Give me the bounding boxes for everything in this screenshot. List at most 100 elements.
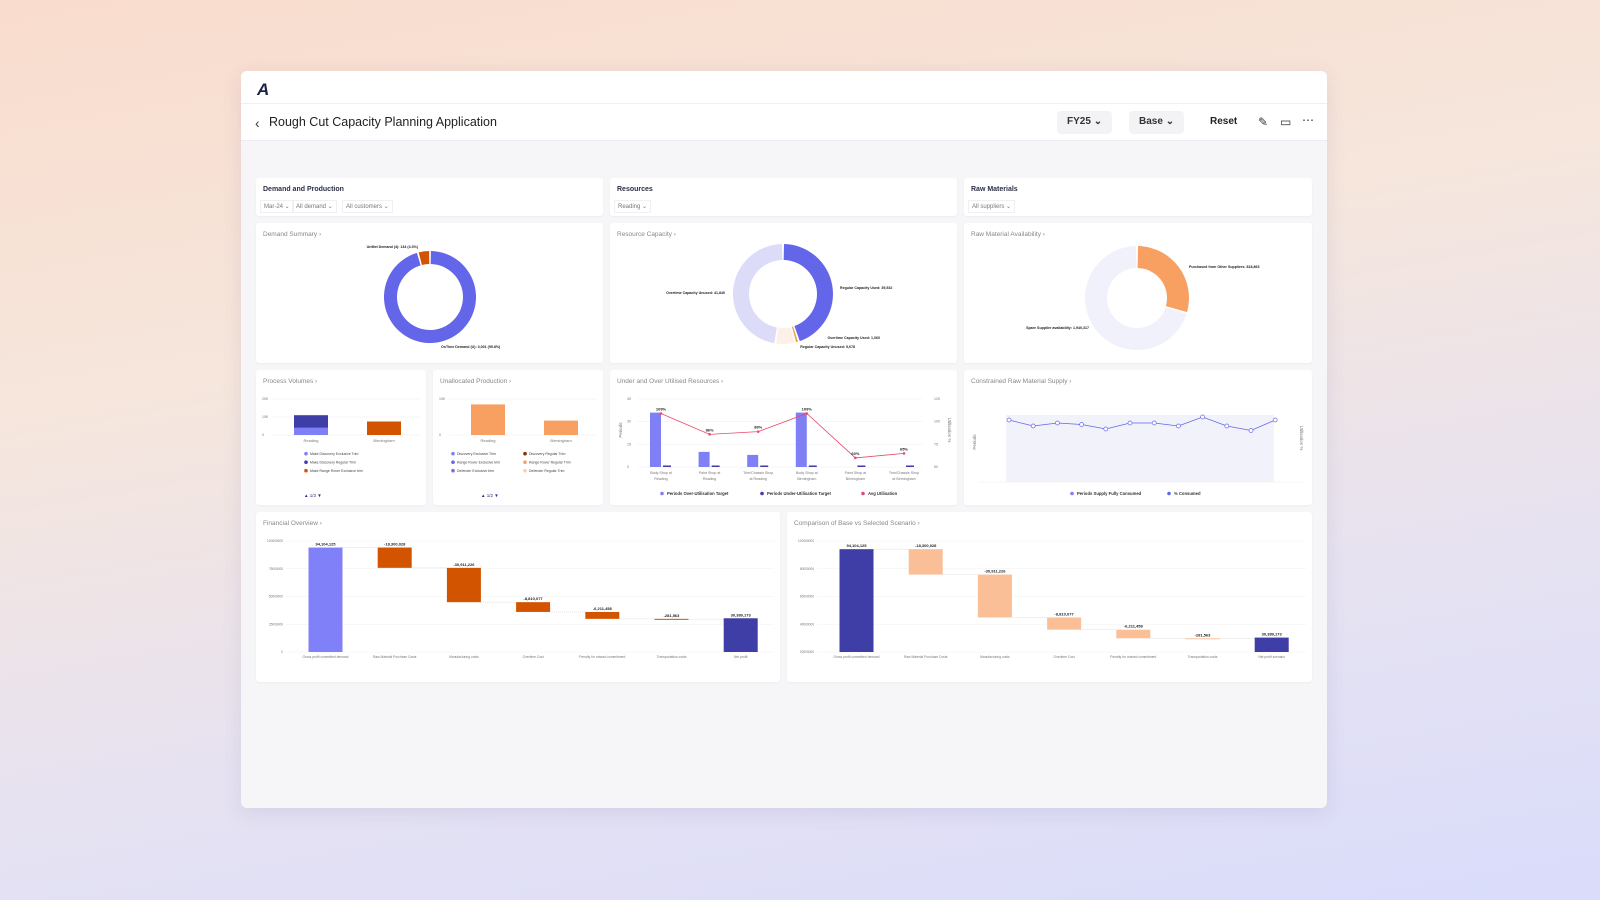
legend-marker xyxy=(1070,491,1074,496)
cmp-chart: 20000000 40000000 60000000 80000000 10000000… xyxy=(798,539,1306,659)
edit-pencil-icon[interactable]: ✎ xyxy=(1258,115,1269,129)
filter-card: Demand and Production Mar-24 ⌄ All demand … xyxy=(256,178,603,216)
fin-chart-card: Financial Overview › 0 25000000 50000000 750… xyxy=(256,512,780,682)
x-tick-label: Gross profit committed demand xyxy=(834,655,880,659)
supply-chart-card: Constrained Raw Material Supply › Periods… xyxy=(964,370,1312,505)
data-label: 86% xyxy=(706,427,714,432)
data-label: 89% xyxy=(754,425,762,430)
legend-marker xyxy=(304,451,308,456)
data-label: 109% xyxy=(656,407,667,412)
legend-pager[interactable]: ▲ 1/3 ▼ xyxy=(304,493,322,498)
filter-dropdown[interactable]: Mar-24 ⌄ xyxy=(260,200,294,213)
data-label: -6,211,458 xyxy=(1124,624,1144,629)
raw-chart-title[interactable]: Raw Material Availability › xyxy=(971,231,1045,238)
fiscal-year-dropdown[interactable]: FY25 ⌄ xyxy=(1057,111,1113,134)
x-tick-label: Manufacturing costs xyxy=(980,655,1010,659)
filter-dropdown[interactable]: All demand ⌄ xyxy=(292,200,337,213)
process-chart-card: Process Volumes › 0 10K 20K Reading Birmingha… xyxy=(256,370,426,505)
y-tick-label: 0 xyxy=(439,433,441,437)
line-point xyxy=(1224,423,1230,429)
x-tick-label: Birmingham xyxy=(373,438,395,443)
filter-dropdown[interactable]: All customers ⌄ xyxy=(342,200,393,213)
y-tick-label: 30 xyxy=(627,420,631,424)
slice-label: Overtime Capacity Used: 1,060 xyxy=(827,336,880,340)
line-point xyxy=(1248,428,1254,433)
y2-axis-label: Utilisation % xyxy=(947,418,952,443)
data-label: -8,810,077 xyxy=(524,596,544,601)
util-chart: 0 50 15 75 30 100 45 125 Periods Utilisation % 109… xyxy=(618,397,952,496)
donut-slice xyxy=(776,327,795,344)
legend-label: Make Discovery Regular Trim xyxy=(310,461,356,465)
raw-chart: Purchased from Other Suppliers: 818,863 S… xyxy=(1026,246,1260,350)
legend-pager[interactable]: ▲ 1/2 ▼ xyxy=(481,493,499,498)
unalloc-chart-title[interactable]: Unallocated Production › xyxy=(440,378,512,385)
legend-label: Defender Regular Trim xyxy=(529,469,564,473)
y-tick-label: 10K xyxy=(262,415,269,419)
y-tick-label: 60000000 xyxy=(800,595,814,599)
donut-slice xyxy=(1137,246,1189,313)
bar xyxy=(857,465,866,467)
cmp-chart-title[interactable]: Comparison of Base vs Selected Scenario … xyxy=(794,520,920,527)
y-tick-label: 50000000 xyxy=(269,595,283,599)
filter-card-title: Demand and Production xyxy=(263,186,344,193)
scenario-dropdown[interactable]: Base ⌄ xyxy=(1129,111,1185,134)
data-label: -281,563 xyxy=(664,613,681,618)
x-tick-label: Overtime Cost xyxy=(523,655,544,659)
filter-dropdown[interactable]: All suppliers ⌄ xyxy=(968,200,1016,213)
legend-label: Periods Supply Fully Consumed xyxy=(1077,491,1142,496)
fin-chart-title[interactable]: Financial Overview › xyxy=(263,520,322,527)
data-label: -8,810,077 xyxy=(1055,611,1075,616)
supply-chart-title[interactable]: Constrained Raw Material Supply › xyxy=(971,378,1072,385)
line-point xyxy=(1176,423,1181,429)
line-point xyxy=(659,412,663,415)
y-tick-label: 100000000 xyxy=(267,539,283,543)
x-tick-label: Reading xyxy=(654,477,667,481)
reset-button[interactable]: Reset xyxy=(1210,116,1238,127)
util-chart-title[interactable]: Under and Over Utilised Resources › xyxy=(617,378,724,385)
waterfall-bar xyxy=(377,547,412,568)
waterfall-bar xyxy=(908,549,943,575)
bar xyxy=(711,465,720,467)
slice-label: OnTime Demand (U): 3,001 (95.8%) xyxy=(441,345,501,349)
bar xyxy=(471,404,505,435)
waterfall-bar xyxy=(1254,637,1289,652)
x-tick-label: Paint Shop at xyxy=(845,471,867,475)
resource-chart-title[interactable]: Resource Capacity › xyxy=(617,231,676,238)
scenario-value: Base xyxy=(1139,116,1163,127)
y-tick-label: 15 xyxy=(627,442,631,446)
process-chart-title[interactable]: Process Volumes › xyxy=(263,378,318,385)
donut-slice xyxy=(791,326,798,343)
raw-chart-card: Raw Material Availability › Purchased fro… xyxy=(964,223,1312,363)
legend-label: Avg Utilisation xyxy=(868,491,898,496)
y-tick-label: 0 xyxy=(262,433,264,437)
slice-label: UnMet Demand (4): 134 (4.3%) xyxy=(367,245,419,249)
line-point xyxy=(1200,414,1205,420)
data-label: -281,563 xyxy=(1195,632,1212,637)
back-chevron-icon[interactable]: ‹ xyxy=(255,115,260,131)
demand-chart-title[interactable]: Demand Summary › xyxy=(263,231,322,238)
legend-label: % Consumed xyxy=(1174,491,1201,496)
y2-tick-label: 50 xyxy=(934,465,938,469)
unalloc-chart: 0 10K Reading Birmingham Discovery Exclusive… xyxy=(439,397,597,498)
plot-band xyxy=(1006,415,1274,482)
data-label: 94,104,125 xyxy=(846,543,867,548)
x-tick-label: Trim/Chassis Shop xyxy=(743,471,773,475)
unalloc-chart-card: Unallocated Production › 0 10K Reading Birmi… xyxy=(433,370,603,505)
data-label: 65% xyxy=(900,446,908,451)
x-tick-label: Body Shop at xyxy=(650,471,672,475)
comment-icon[interactable]: ▭ xyxy=(1280,115,1292,129)
legend-label: Range Rover Regular Trim xyxy=(529,461,571,465)
more-options-icon[interactable]: ⋯ xyxy=(1302,113,1314,127)
y-tick-label: 45 xyxy=(627,397,631,401)
legend-label: Range Rover Exclusive trim xyxy=(457,461,500,465)
bar xyxy=(294,427,328,435)
legend-label: Discovery Regular Trim xyxy=(529,452,565,456)
process-chart: 0 10K 20K Reading Birmingham Make Discovery E… xyxy=(262,397,420,498)
filter-card: Raw Materials All suppliers ⌄ xyxy=(964,178,1312,216)
filter-dropdown[interactable]: Reading ⌄ xyxy=(614,200,652,213)
waterfall-bar xyxy=(723,618,758,652)
waterfall-bar xyxy=(839,549,874,652)
x-tick-label: Overtime Cost xyxy=(1054,655,1075,659)
line-point xyxy=(1151,420,1157,426)
line-point xyxy=(1079,422,1084,427)
